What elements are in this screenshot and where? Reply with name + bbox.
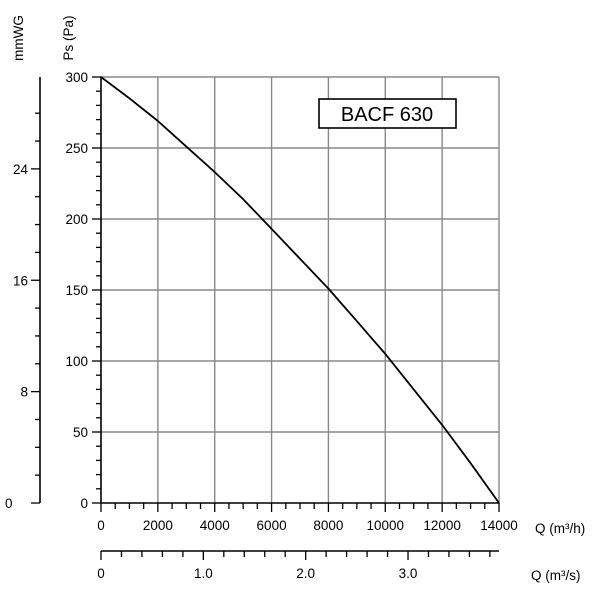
fan-curve-line	[100, 76, 500, 504]
y-tick-label: 300	[65, 70, 88, 85]
x-tick-label: 10000	[367, 518, 405, 533]
y-tick-label: 0	[80, 496, 88, 511]
secondary-y-tick-label: 0	[5, 496, 13, 511]
x-tick-label: 6000	[257, 518, 287, 533]
x-tick-label: 8000	[313, 518, 343, 533]
y-tick-label: 150	[65, 283, 88, 298]
x-tick-label: 14000	[480, 518, 518, 533]
secondary-x-axis-label: Q (m³/s)	[531, 568, 581, 583]
model-label: BACF 630	[341, 104, 433, 126]
y-tick-label: 100	[65, 354, 88, 369]
x-tick-label: 2000	[143, 518, 173, 533]
x-tick-label: 12000	[423, 518, 461, 533]
x-tick-label: 0	[97, 518, 105, 533]
y-tick-label: 200	[65, 212, 88, 227]
axes	[31, 76, 500, 560]
curve-layer	[100, 76, 500, 504]
secondary-y-tick-label: 24	[13, 162, 29, 177]
secondary-y-tick-label: 16	[13, 273, 28, 288]
x-axis-label: Q (m³/h)	[535, 521, 585, 536]
secondary-x-tick-label: 2.0	[296, 566, 315, 581]
y-tick-label: 250	[65, 141, 88, 156]
y-tick-label: 50	[73, 425, 88, 440]
secondary-x-tick-label: 3.0	[399, 566, 418, 581]
y-axis-label: Ps (Pa)	[61, 15, 76, 60]
secondary-x-tick-label: 1.0	[194, 566, 213, 581]
labels: 0 50 100 150 200 250 300 0 2000 4000 6000 8000 10000…	[5, 70, 518, 581]
grid	[101, 76, 500, 503]
model-label-box: BACF 630	[318, 98, 457, 129]
secondary-y-axis-label: mmWG	[11, 15, 26, 61]
secondary-y-tick-label: 8	[20, 385, 28, 400]
secondary-x-tick-label: 0	[97, 566, 105, 581]
x-tick-label: 4000	[200, 518, 230, 533]
